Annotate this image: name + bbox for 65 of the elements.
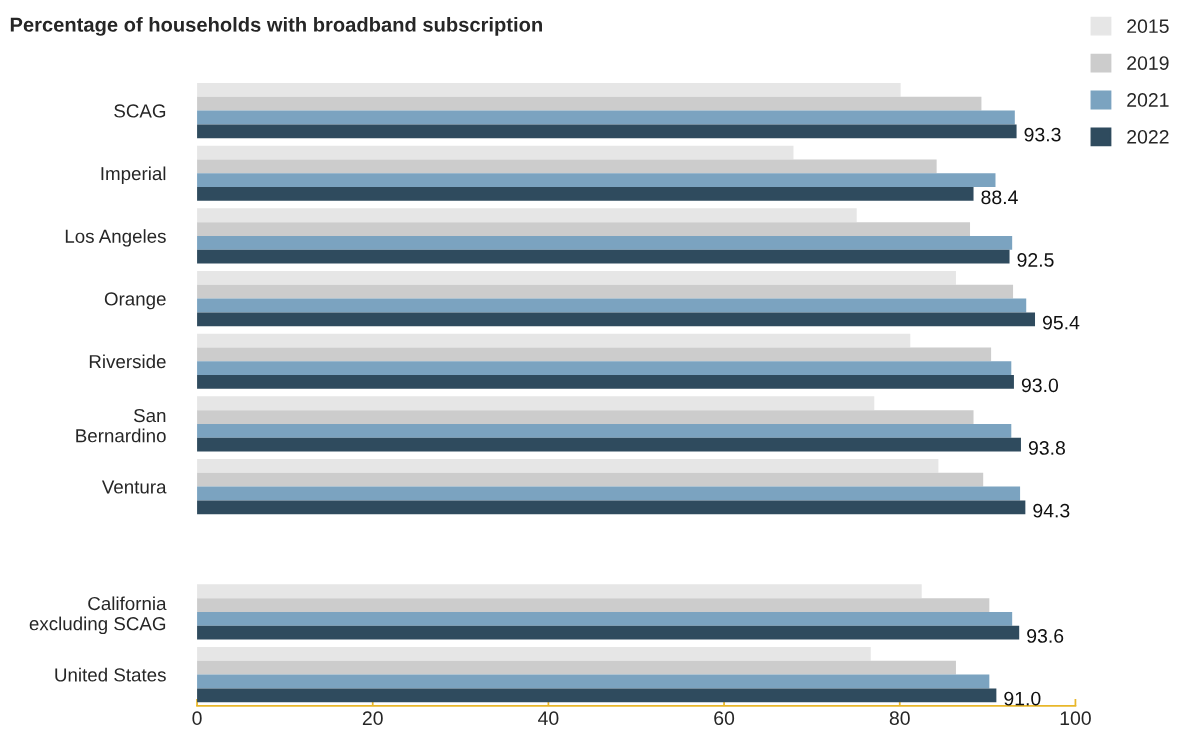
bar xyxy=(197,584,922,599)
legend-label: 2021 xyxy=(1127,93,1169,107)
data-label: 94.3 xyxy=(1033,503,1070,518)
legend-label: 2015 xyxy=(1127,19,1169,34)
y-tick-label: Los Angeles xyxy=(65,229,166,247)
bar xyxy=(197,284,1014,299)
bar xyxy=(197,486,1021,501)
bar xyxy=(197,235,1013,250)
bar xyxy=(197,472,984,487)
data-label: 93.6 xyxy=(1027,629,1064,643)
bar xyxy=(197,674,990,689)
bar xyxy=(197,459,939,473)
x-tick-label: 100 xyxy=(1060,711,1091,726)
bar xyxy=(197,159,937,174)
y-tick-label: San Bernardino xyxy=(76,408,166,443)
y-tick-label: Riverside xyxy=(89,354,166,369)
bar xyxy=(197,660,956,675)
bar xyxy=(197,375,1014,389)
bar xyxy=(197,110,1015,125)
bar xyxy=(197,410,974,424)
bar xyxy=(197,145,794,160)
bar xyxy=(197,124,1017,139)
bar xyxy=(197,96,982,111)
bar xyxy=(197,249,1010,264)
bar xyxy=(197,423,1012,438)
bar xyxy=(197,598,990,612)
y-tick-label: SCAG xyxy=(114,104,166,118)
bar xyxy=(197,83,901,97)
legend-label: 2019 xyxy=(1127,56,1169,70)
x-tick-label: 80 xyxy=(889,711,910,726)
data-label: 92.5 xyxy=(1017,253,1054,267)
bar xyxy=(197,396,875,411)
bar xyxy=(197,187,974,201)
data-label: 91.0 xyxy=(1004,691,1041,706)
bar xyxy=(197,333,911,348)
legend-label: 2022 xyxy=(1127,129,1169,144)
data-label: 95.4 xyxy=(1042,315,1080,330)
y-tick-label: California excluding SCAG xyxy=(29,596,167,635)
bar xyxy=(197,500,1026,515)
bar xyxy=(197,611,1013,626)
x-tick-label: 0 xyxy=(192,711,202,726)
bar xyxy=(197,271,956,285)
bar xyxy=(197,208,857,223)
y-tick-label: Ventura xyxy=(101,480,167,494)
y-tick-label: Imperial xyxy=(101,166,166,184)
x-tick-label: 60 xyxy=(714,711,735,726)
data-label: 93.8 xyxy=(1028,441,1065,455)
bar xyxy=(197,312,1036,327)
chart-title: Percentage of households with broadband subscription xyxy=(10,16,542,36)
data-label: 93.0 xyxy=(1021,378,1059,393)
bar xyxy=(197,688,997,703)
bar xyxy=(197,298,1027,313)
bar xyxy=(197,361,1012,376)
data-label: 93.3 xyxy=(1024,127,1061,142)
x-tick-label: 20 xyxy=(362,711,383,726)
data-label: 88.4 xyxy=(981,190,1018,205)
x-tick-label: 40 xyxy=(538,711,559,726)
bar xyxy=(197,347,992,362)
bar xyxy=(197,647,871,661)
y-tick-label: United States xyxy=(55,667,166,682)
bar xyxy=(197,173,996,188)
y-tick-label: Orange xyxy=(104,292,166,310)
bar xyxy=(197,222,971,236)
bar xyxy=(197,437,1021,452)
bar xyxy=(197,625,1020,640)
